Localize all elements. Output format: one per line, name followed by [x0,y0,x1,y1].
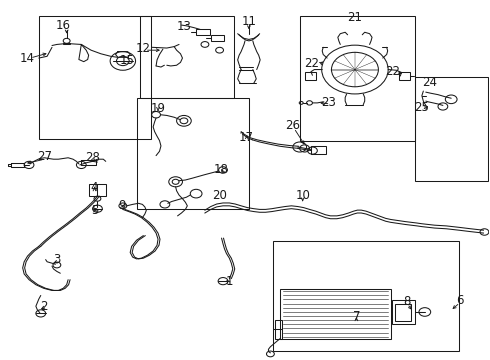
Text: 8: 8 [404,295,411,308]
Text: 5: 5 [91,204,98,217]
Text: 13: 13 [176,20,192,33]
Bar [415,77,489,181]
Text: 21: 21 [347,12,363,24]
Bar [89,184,106,196]
Bar [39,16,151,139]
Text: 12: 12 [136,41,151,54]
Bar [275,320,282,338]
Text: 28: 28 [85,151,100,164]
Text: 20: 20 [212,189,227,202]
Text: 7: 7 [353,310,360,324]
Bar [137,98,249,210]
Text: 3: 3 [53,253,61,266]
Bar [305,72,316,80]
Bar [211,35,224,41]
Text: 18: 18 [214,163,229,176]
Text: 15: 15 [120,54,134,67]
Text: 14: 14 [20,51,35,64]
Bar [392,300,415,324]
Text: 23: 23 [321,96,337,109]
Text: 24: 24 [422,76,437,89]
Text: 2: 2 [40,300,48,313]
Text: 19: 19 [150,102,166,115]
Text: 6: 6 [456,294,464,307]
Text: 22: 22 [304,57,319,70]
Text: 27: 27 [37,150,52,163]
Bar [300,16,415,141]
Text: 25: 25 [415,101,429,114]
Text: 11: 11 [242,15,256,28]
Text: 22: 22 [385,65,400,78]
Text: 1: 1 [225,275,233,288]
Text: 17: 17 [239,131,254,144]
Text: 4: 4 [91,181,98,194]
Text: 10: 10 [295,189,310,202]
Text: 16: 16 [55,19,70,32]
Text: 9: 9 [118,199,125,212]
Bar [196,29,210,35]
Text: 26: 26 [285,119,300,132]
Bar [399,72,410,80]
Bar [140,16,234,98]
Bar [395,304,411,320]
Bar [280,289,391,338]
Bar [273,241,459,351]
Bar [312,146,326,154]
